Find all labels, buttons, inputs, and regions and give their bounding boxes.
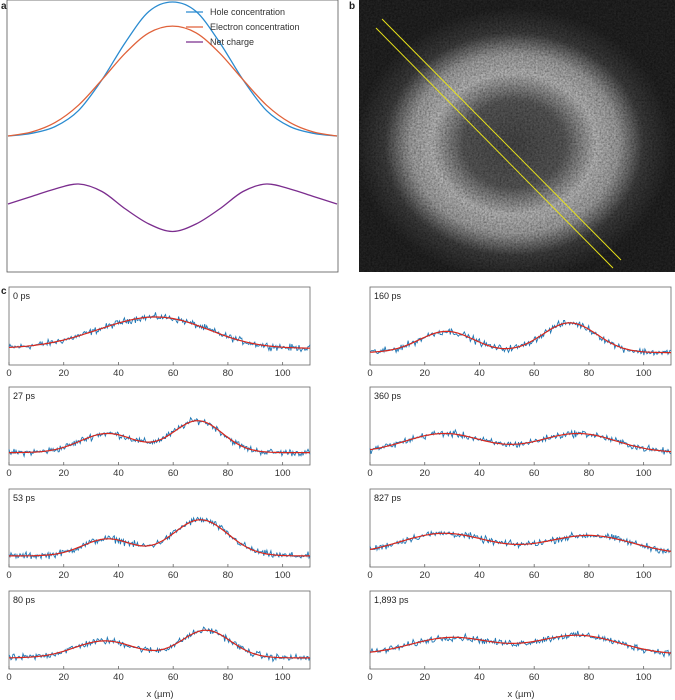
net-charge-line <box>7 183 338 233</box>
subplot-time-label: 0 ps <box>13 291 31 301</box>
x-tick-label: 40 <box>113 672 124 683</box>
subplot-7: 1,893 ps 0 20 40 60 80 100 <box>367 590 672 683</box>
subplot-frame <box>369 386 672 466</box>
x-tick-label: 80 <box>223 672 234 683</box>
x-tick-label: 40 <box>474 672 485 683</box>
x-tick-label: 20 <box>58 368 69 379</box>
panel-a-letter: a <box>1 1 7 12</box>
legend-label-electron: Electron concentration <box>210 22 300 32</box>
subplot-2: 53 ps 0 20 40 60 80 100 <box>6 488 311 581</box>
x-tick-label: 60 <box>168 672 179 683</box>
subplot-time-label: 160 ps <box>374 291 402 301</box>
xlabel-right: x (µm) <box>507 689 534 700</box>
subplot-5: 360 ps 0 20 40 60 80 100 <box>367 386 672 479</box>
subplot-6: 827 ps 0 20 40 60 80 100 <box>367 488 672 581</box>
subplot-1: 27 ps 0 20 40 60 80 100 <box>6 386 311 479</box>
x-tick-label: 20 <box>58 672 69 683</box>
x-tick-label: 20 <box>58 570 69 581</box>
x-tick-label: 40 <box>474 468 485 479</box>
subplot-time-label: 360 ps <box>374 391 402 401</box>
x-tick-label: 60 <box>529 672 540 683</box>
subplot-frame <box>8 286 311 366</box>
fit-line <box>9 629 310 659</box>
subplot-time-label: 1,893 ps <box>374 595 409 605</box>
x-tick-label: 0 <box>6 468 11 479</box>
fit-line <box>369 322 671 354</box>
x-tick-label: 60 <box>168 368 179 379</box>
x-tick-label: 80 <box>584 672 595 683</box>
subplot-0: 0 ps 0 20 40 60 80 100 <box>6 286 311 379</box>
x-tick-label: 80 <box>584 368 595 379</box>
fit-line <box>369 432 672 453</box>
panel-c-letter: c <box>1 286 7 297</box>
micrograph-image <box>359 0 675 272</box>
x-tick-label: 20 <box>58 468 69 479</box>
xlabel-left: x (µm) <box>146 689 173 700</box>
x-tick-label: 0 <box>6 368 11 379</box>
x-tick-label: 80 <box>584 570 595 581</box>
x-tick-label: 100 <box>275 570 291 581</box>
x-tick-label: 0 <box>367 468 372 479</box>
x-tick-label: 60 <box>168 570 179 581</box>
x-tick-label: 80 <box>223 468 234 479</box>
fit-line <box>8 316 311 349</box>
x-tick-label: 100 <box>636 468 652 479</box>
x-tick-label: 100 <box>275 672 291 683</box>
x-tick-label: 40 <box>113 570 124 581</box>
x-tick-label: 100 <box>275 468 291 479</box>
x-tick-label: 60 <box>168 468 179 479</box>
legend-label-net: Net charge <box>210 37 254 47</box>
x-tick-label: 100 <box>636 672 652 683</box>
x-tick-label: 100 <box>636 368 652 379</box>
x-tick-label: 0 <box>6 570 11 581</box>
subplot-time-label: 827 ps <box>374 493 402 503</box>
measured-profile-line <box>369 428 672 455</box>
x-tick-label: 20 <box>419 368 430 379</box>
subplot-4: 160 ps 0 20 40 60 80 100 <box>367 286 672 379</box>
fit-line <box>9 519 310 557</box>
x-tick-label: 100 <box>636 570 652 581</box>
x-tick-label: 40 <box>474 570 485 581</box>
subplot-time-label: 80 ps <box>13 595 36 605</box>
panel-a-frame <box>6 0 339 273</box>
x-tick-label: 80 <box>223 570 234 581</box>
x-tick-label: 0 <box>6 672 11 683</box>
x-tick-label: 0 <box>367 672 372 683</box>
electron-concentration-line <box>7 25 338 137</box>
x-tick-label: 60 <box>529 570 540 581</box>
x-tick-label: 40 <box>474 368 485 379</box>
subplot-frame <box>369 286 672 366</box>
x-tick-label: 80 <box>223 368 234 379</box>
x-tick-label: 100 <box>275 368 291 379</box>
x-tick-label: 60 <box>529 468 540 479</box>
profile-guide-line-1 <box>375 27 614 269</box>
fit-line <box>369 634 672 654</box>
subplot-frame <box>369 488 672 568</box>
panel-b-letter: b <box>349 1 355 12</box>
panel-a-plot <box>7 1 338 233</box>
x-tick-label: 0 <box>367 368 372 379</box>
subplot-time-label: 53 ps <box>13 493 36 503</box>
x-tick-label: 40 <box>113 468 124 479</box>
x-tick-label: 80 <box>584 468 595 479</box>
x-tick-label: 0 <box>367 570 372 581</box>
x-tick-label: 20 <box>419 468 430 479</box>
x-tick-label: 20 <box>419 570 430 581</box>
panel-a-legend: Hole concentration Electron concentratio… <box>186 7 300 47</box>
x-tick-label: 60 <box>529 368 540 379</box>
measured-profile-line <box>8 516 311 561</box>
x-tick-label: 20 <box>419 672 430 683</box>
legend-label-hole: Hole concentration <box>210 7 285 17</box>
fit-line <box>9 420 310 454</box>
x-tick-label: 40 <box>113 368 124 379</box>
fit-line <box>369 532 672 552</box>
subplot-3: 80 ps 0 20 40 60 80 100 <box>6 590 311 683</box>
hole-concentration-line <box>7 1 338 137</box>
subplot-time-label: 27 ps <box>13 391 36 401</box>
subplot-frame <box>369 590 672 670</box>
profile-guide-line-2 <box>381 18 622 261</box>
measured-profile-line <box>8 626 311 663</box>
